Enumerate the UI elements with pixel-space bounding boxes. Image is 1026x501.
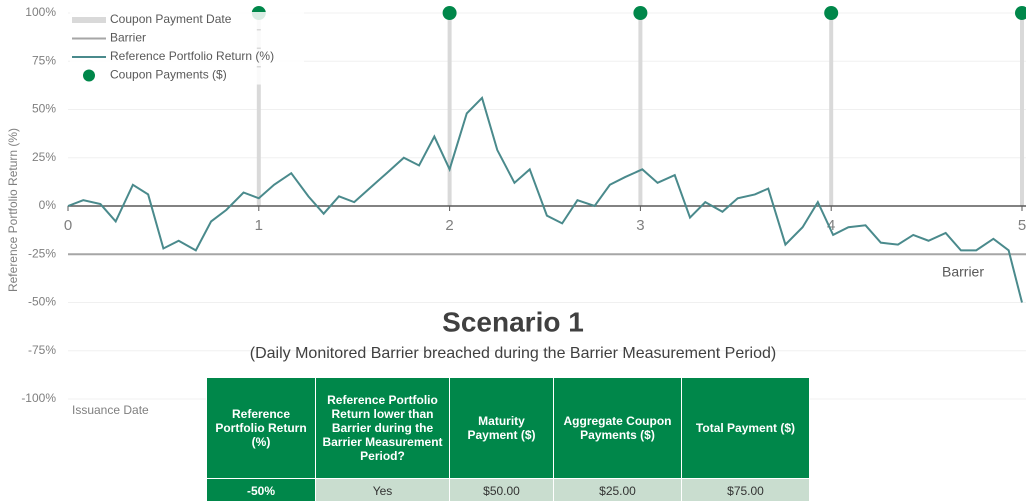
x-tick-label: 0 — [64, 217, 72, 234]
legend-label: Barrier — [110, 31, 146, 45]
y-tick-label: -75% — [28, 343, 56, 357]
table-cell: Yes — [315, 478, 450, 501]
y-tick-label: -100% — [21, 391, 56, 405]
legend-label: Reference Portfolio Return (%) — [110, 49, 274, 63]
y-tick-label: -25% — [28, 246, 56, 260]
legend-bg — [70, 30, 304, 48]
y-tick-label: 75% — [32, 53, 56, 67]
x-tick-label: 3 — [636, 217, 644, 234]
barrier-label: Barrier — [942, 264, 984, 280]
table-body: -50% Yes $50.00 $25.00 $75.00 — [206, 478, 810, 501]
header-cell: Total Payment ($) — [681, 377, 810, 479]
x-tick-label: 5 — [1018, 217, 1026, 234]
y-tick-label: 50% — [32, 102, 56, 116]
table-cell: $25.00 — [553, 478, 682, 501]
y-tick-label: 25% — [32, 150, 56, 164]
y-tick-label: 0% — [39, 198, 57, 212]
y-tick-label: -50% — [28, 295, 56, 309]
legend-bg — [70, 67, 304, 85]
legend-swatch — [83, 69, 95, 82]
header-row: Reference Portfolio Return (%) Reference … — [206, 377, 810, 479]
legend: Coupon Payment Date Barrier Reference Port… — [70, 12, 304, 85]
table-cell: $75.00 — [681, 478, 810, 501]
table-cell: $50.00 — [449, 478, 554, 501]
coupon-dot — [824, 6, 839, 20]
header-cell: Reference Portfolio Return lower than Ba… — [315, 377, 450, 479]
payment-table: Reference Portfolio Return (%) Reference … — [206, 377, 810, 501]
table-row: -50% Yes $50.00 $25.00 $75.00 — [206, 478, 810, 501]
return-line — [67, 96, 1023, 303]
plot: -100% -75% -50% -25% 0% 25% 50% 75% 100% 0 1 2 3 4 5 Co… — [21, 5, 1026, 405]
legend-swatch — [72, 17, 106, 23]
x-tick-label: 2 — [445, 217, 453, 234]
legend-bg — [70, 12, 304, 29]
chart-subtitle: (Daily Monitored Barrier breached during… — [250, 345, 776, 362]
legend-bg — [70, 49, 304, 66]
header-cell: Reference Portfolio Return (%) — [206, 377, 316, 479]
header-cell: Aggregate Coupon Payments ($) — [553, 377, 682, 479]
legend-label: Coupon Payment Date — [110, 12, 232, 26]
x-tick-label: 1 — [255, 217, 263, 234]
chart-title: Scenario 1 — [442, 306, 584, 337]
legend-label: Coupon Payments ($) — [110, 68, 227, 82]
x-tick-label: 4 — [827, 217, 835, 234]
coupon-dot — [1015, 6, 1026, 20]
table-cell: -50% — [206, 478, 316, 501]
coupon-dot — [633, 6, 648, 20]
coupon-dot — [442, 6, 457, 20]
issuance-label: Issuance Date — [72, 403, 149, 417]
y-tick-label: 100% — [25, 5, 56, 19]
header-cell: Maturity Payment ($) — [449, 377, 554, 479]
y-axis-label: Reference Portfolio Return (%) — [6, 128, 20, 292]
